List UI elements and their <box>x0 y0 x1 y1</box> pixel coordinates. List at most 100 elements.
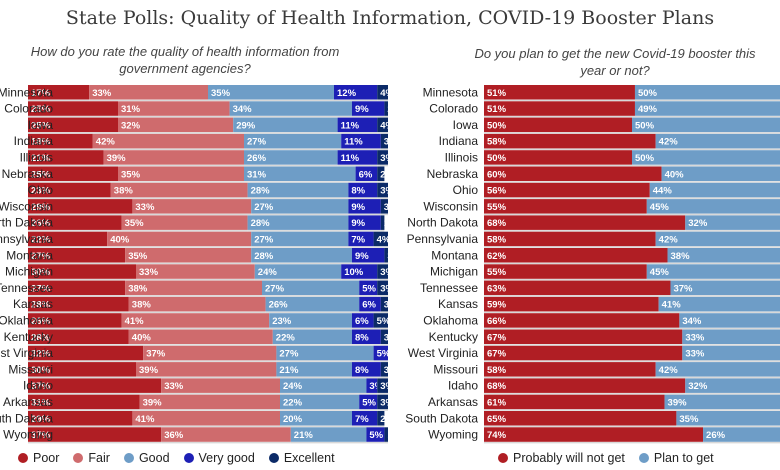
booster-value-label: 50% <box>635 153 655 164</box>
quality-bar-excellent <box>377 394 388 410</box>
quality-category-label: Pennsylvania <box>0 232 53 246</box>
booster-legend-label: Probably will not get <box>513 451 625 465</box>
booster-value-label: 50% <box>638 88 658 99</box>
quality-value-label: 40% <box>132 332 152 343</box>
quality-category-label: Kentucky <box>4 330 53 344</box>
booster-category-label: Colorado <box>429 102 478 116</box>
quality-legend-swatch <box>183 453 194 463</box>
quality-value-label: 27% <box>31 251 51 262</box>
booster-bars-group: 51% 50% 51% 49% 50% 50% 58% 42% 50% 50% 60% 40% 56% 4… <box>484 85 780 444</box>
quality-bar-good <box>272 329 352 344</box>
booster-bar-plan-to-get <box>632 150 780 165</box>
booster-legend-swatch <box>638 453 649 463</box>
quality-category-label: Oklahoma <box>0 313 53 327</box>
quality-bar-excellent <box>377 378 388 393</box>
booster-value-label: 32% <box>688 381 708 392</box>
booster-bar-probably-will-not-get <box>484 231 656 247</box>
quality-bar-excellent <box>380 133 388 149</box>
quality-bar-good <box>247 215 349 230</box>
quality-bar-good <box>276 362 352 377</box>
quality-bar-excellent <box>373 231 388 247</box>
quality-bar-excellent <box>373 313 388 328</box>
booster-legend-item: Plan to get <box>638 451 714 465</box>
quality-legend-item: Poor <box>18 451 59 465</box>
quality-bar-poor <box>28 378 162 393</box>
quality-bar-good <box>251 248 352 263</box>
quality-value-label: 27% <box>254 234 274 245</box>
booster-value-label: 61% <box>487 397 507 408</box>
quality-bar-poor <box>28 248 126 263</box>
booster-value-label: 56% <box>487 186 507 197</box>
quality-bar-excellent <box>384 427 388 442</box>
quality-bar-good <box>254 264 342 279</box>
booster-category-label: Oklahoma <box>423 313 478 327</box>
quality-category-label: Nebraska <box>2 167 54 181</box>
quality-value-label: 2% <box>387 104 401 115</box>
quality-value-label: 37% <box>31 430 51 441</box>
booster-bar-probably-will-not-get <box>484 199 647 214</box>
quality-value-label: 35% <box>128 251 148 262</box>
booster-category-label: Illinois <box>445 150 478 164</box>
quality-category-label: Wisconsin <box>0 199 53 213</box>
quality-value-label: 26% <box>269 300 289 311</box>
booster-legend-swatch <box>498 453 508 463</box>
booster-bar-plan-to-get <box>664 394 780 410</box>
quality-value-label: 3% <box>380 267 394 278</box>
quality-value-label: 8% <box>351 186 365 197</box>
quality-bar-very-good <box>355 166 378 181</box>
booster-value-label: 42% <box>659 365 679 376</box>
quality-bar-good <box>229 101 352 116</box>
quality-bar-very-good <box>359 296 381 312</box>
quality-value-label: 42% <box>96 137 116 148</box>
booster-value-label: 35% <box>679 414 699 425</box>
quality-bar-very-good <box>348 231 374 247</box>
quality-bar-fair <box>118 166 244 181</box>
booster-category-label: Kentucky <box>429 330 478 344</box>
quality-legend-label: Poor <box>33 451 60 465</box>
quality-value-label: 23% <box>31 186 51 197</box>
quality-category-label: Michigan <box>5 265 53 279</box>
quality-bar-excellent <box>384 101 388 116</box>
booster-value-label: 50% <box>487 153 507 164</box>
quality-value-label: 5% <box>377 349 391 360</box>
booster-category-label: Michigan <box>430 265 478 279</box>
quality-value-label: 5% <box>362 283 376 294</box>
booster-value-label: 65% <box>487 414 507 425</box>
booster-value-label: 58% <box>487 137 507 148</box>
booster-value-label: 62% <box>487 251 507 262</box>
quality-legend-swatch <box>123 453 134 463</box>
quality-value-label: 5% <box>369 430 383 441</box>
quality-bar-poor <box>28 394 140 410</box>
booster-bar-probably-will-not-get <box>484 85 635 100</box>
quality-value-label: 9% <box>355 104 369 115</box>
left-legend: Poor Fair Good Very good Excellent <box>18 451 349 465</box>
booster-bar-probably-will-not-get <box>484 313 680 328</box>
quality-category-label: Indiana <box>14 134 54 148</box>
booster-bar-plan-to-get <box>655 231 780 247</box>
quality-bar-excellent <box>377 85 388 100</box>
quality-value-label: 18% <box>31 137 51 148</box>
quality-bar-poor <box>28 166 118 181</box>
right-chart-subtitle: Do you plan to get the new Covid-19 boos… <box>474 46 756 78</box>
quality-bar-good <box>251 199 349 214</box>
quality-value-label: 37% <box>31 381 51 392</box>
chart-title: State Polls: Quality of Health Informati… <box>65 7 715 29</box>
booster-bar-probably-will-not-get <box>484 248 668 263</box>
booster-value-label: 66% <box>487 316 507 327</box>
quality-bar-fair <box>128 329 273 344</box>
quality-bar-very-good <box>348 199 381 214</box>
booster-value-label: 39% <box>668 397 688 408</box>
quality-value-label: 1% <box>384 218 398 229</box>
quality-value-label: 33% <box>164 381 184 392</box>
booster-category-label: Wyoming <box>428 428 478 442</box>
booster-bar-plan-to-get <box>685 378 780 393</box>
quality-bar-fair <box>132 411 280 426</box>
booster-bar-probably-will-not-get <box>484 296 659 312</box>
quality-value-label: 12% <box>337 88 357 99</box>
quality-bar-good <box>280 378 367 393</box>
quality-value-label: 10% <box>344 267 364 278</box>
quality-bar-fair <box>125 280 262 296</box>
booster-value-label: 40% <box>665 169 685 180</box>
quality-bar-good <box>233 117 338 133</box>
